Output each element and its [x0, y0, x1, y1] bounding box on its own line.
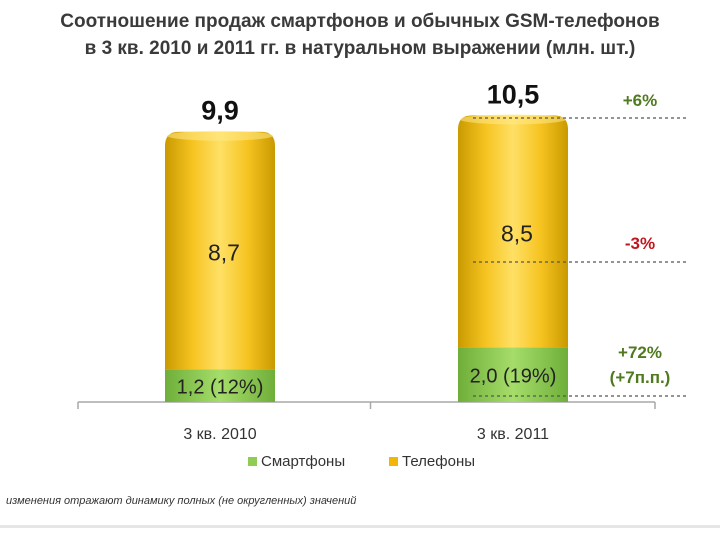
change-label-smartphones: +72% [618, 343, 662, 362]
legend-swatch-phones [389, 457, 398, 466]
legend-label-phones: Телефоны [402, 453, 475, 470]
change-sublabel-smartphones: (+7п.п.) [610, 368, 671, 387]
x-tick-label-1: 3 кв. 2010 [183, 426, 256, 443]
bar-smartphones-1 [165, 369, 275, 402]
title-line-1: Соотношение продаж смартфонов и обычных … [60, 11, 660, 32]
data-label-smartphones-2: 2,0 (19%) [470, 366, 557, 388]
chart-title: Соотношение продаж смартфонов и обычных … [0, 8, 720, 62]
legend-swatch-smartphones [248, 457, 257, 466]
bar-phones-2 [458, 115, 568, 348]
stacked-bar-chart: 8,7 1,2 (12%) 9,9 3 кв. 2010 8,5 2,0 (19%) 10,… [77, 79, 688, 470]
bottom-divider [0, 525, 720, 528]
title-line-2: в 3 кв. 2010 и 2011 гг. в натуральном вы… [84, 38, 636, 59]
x-tick-label-2: 3 кв. 2011 [477, 426, 549, 443]
data-label-smartphones-1: 1,2 (12%) [177, 377, 264, 399]
legend-label-smartphones: Смартфоны [261, 453, 345, 470]
total-label-2: 10,5 [487, 79, 540, 109]
data-label-phones-2: 8,5 [501, 220, 533, 246]
bar-phones-1 [165, 131, 275, 370]
bar-top-highlight-2 [460, 114, 566, 125]
bar-smartphones-2 [458, 347, 568, 402]
footnote: изменения отражают динамику полных (не о… [6, 495, 357, 507]
total-label-1: 9,9 [201, 96, 239, 126]
change-label-total: +6% [623, 91, 658, 110]
change-label-phones: -3% [625, 234, 655, 253]
bar-top-highlight-1 [167, 130, 273, 141]
data-label-phones-1: 8,7 [208, 239, 240, 265]
